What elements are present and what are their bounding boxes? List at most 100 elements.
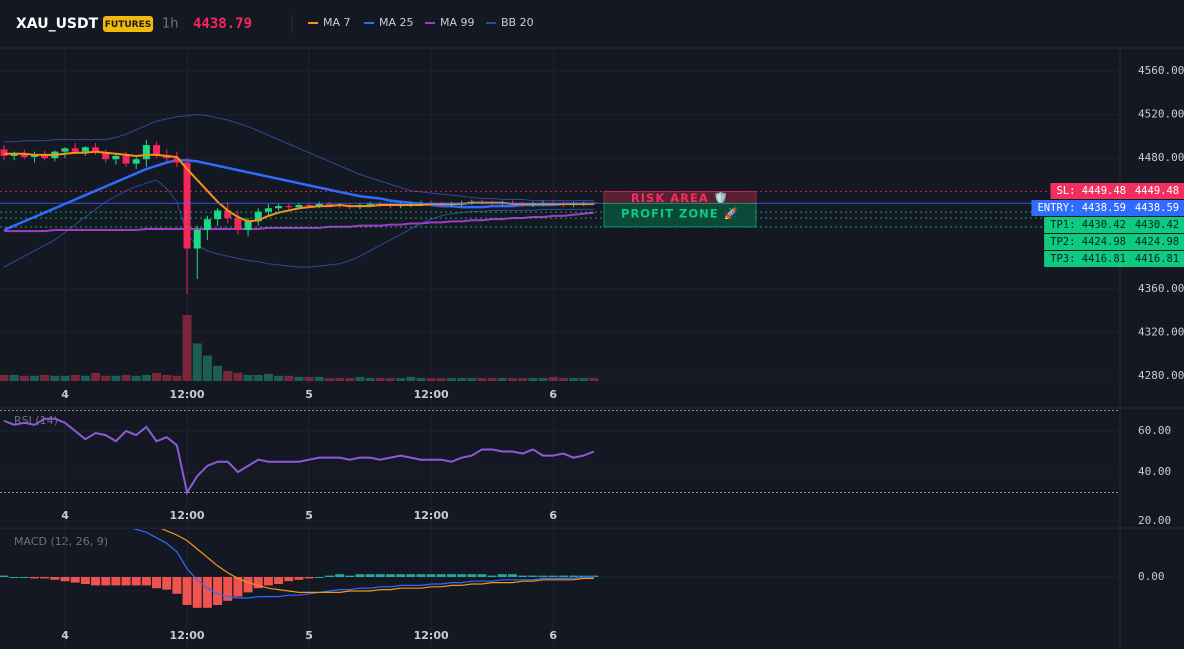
x-tick-label: 5 xyxy=(305,509,313,522)
volume-bar xyxy=(406,376,416,381)
x-tick-label: 12:00 xyxy=(414,388,449,401)
y-tick-label: 4320.00 xyxy=(1138,325,1184,338)
volume-bar xyxy=(131,375,141,381)
volume-bar xyxy=(30,375,40,381)
level-label: SL: 4449.48 xyxy=(1056,185,1126,197)
symbol[interactable]: XAU_USDT xyxy=(16,16,99,32)
volume-bar xyxy=(365,377,375,381)
macd-macd-line xyxy=(132,529,594,599)
macd-histogram-bar xyxy=(457,574,467,577)
candle-body xyxy=(366,203,374,205)
macd-histogram-bar xyxy=(70,577,80,583)
macd-label: MACD (12, 26, 9) xyxy=(14,535,108,548)
candle-body xyxy=(132,159,140,164)
zone-box xyxy=(603,202,757,228)
macd-histogram-bar xyxy=(375,574,385,577)
volume-bar xyxy=(50,375,60,381)
macd-histogram-bar xyxy=(111,577,121,586)
candle-body xyxy=(325,203,333,205)
volume-bar xyxy=(111,375,121,381)
pane xyxy=(0,529,599,608)
level-value: 4430.42 xyxy=(1135,219,1179,231)
macd-histogram-bar xyxy=(569,575,579,577)
x-tick-label: 6 xyxy=(549,509,557,522)
line-series xyxy=(3,159,594,232)
zone-label: PROFIT ZONE 🚀 xyxy=(621,207,739,221)
macd-histogram-bar xyxy=(518,575,528,577)
x-tick-label: 12:00 xyxy=(414,509,449,522)
candle-body xyxy=(153,145,161,155)
y-tick-label: 4480.00 xyxy=(1138,151,1184,164)
volume-bar xyxy=(457,377,467,381)
level-value: 4449.48 xyxy=(1135,185,1179,197)
macd-histogram-bar xyxy=(50,577,60,580)
candle-body xyxy=(92,147,100,153)
candle-body xyxy=(234,218,242,231)
legend-entry: MA 99 xyxy=(440,16,475,29)
macd-histogram-bar xyxy=(324,575,334,577)
volume-bar xyxy=(284,375,294,381)
macd-histogram-bar xyxy=(9,577,19,578)
volume-bar xyxy=(375,377,385,381)
level-value: 4424.98 xyxy=(1135,236,1179,248)
volume-bar xyxy=(497,377,507,381)
candle-body xyxy=(264,208,272,212)
macd-histogram-bar xyxy=(396,574,406,577)
legend-entry: BB 20 xyxy=(501,16,534,29)
level-label-bg xyxy=(1044,234,1130,250)
candle-body xyxy=(61,148,69,152)
interval[interactable]: 1h xyxy=(162,17,179,32)
volume-bar xyxy=(518,377,528,381)
level-value-bg xyxy=(1130,217,1184,233)
volume-bar xyxy=(80,375,90,381)
macd-histogram-bar xyxy=(446,574,456,577)
volume-bar xyxy=(70,374,80,381)
candle-body xyxy=(224,210,232,219)
y-tick-label: 20.00 xyxy=(1138,514,1171,527)
macd-histogram-bar xyxy=(467,574,477,577)
y-tick-label: 60.00 xyxy=(1138,424,1171,437)
line-series xyxy=(4,211,594,233)
volume-bar xyxy=(294,376,304,381)
candle-body xyxy=(315,203,323,207)
candle-body xyxy=(71,148,79,152)
level-label-bg xyxy=(1050,183,1130,199)
level-value: 4416.81 xyxy=(1135,253,1179,265)
volume-bar xyxy=(152,372,162,381)
volume-bar xyxy=(385,377,395,381)
candle-body xyxy=(275,206,283,209)
volume-bar xyxy=(253,374,263,381)
volume-bar xyxy=(426,377,436,381)
volume-bar xyxy=(508,377,517,381)
macd-histogram-bar xyxy=(365,574,375,577)
y-tick-label: 4520.00 xyxy=(1138,108,1184,121)
volume-bar xyxy=(263,373,273,381)
macd-histogram-bar xyxy=(335,574,345,577)
volume-bar xyxy=(558,377,568,381)
macd-histogram-bar xyxy=(487,575,497,577)
x-tick-label: 5 xyxy=(305,388,313,401)
macd-histogram-bar xyxy=(213,577,223,605)
macd-histogram-bar xyxy=(345,575,355,577)
volume-bar xyxy=(213,365,223,381)
volume-bar xyxy=(569,377,579,381)
volume-bar xyxy=(101,375,111,381)
x-tick-label: 4 xyxy=(61,629,69,642)
macd-histogram-bar xyxy=(477,574,487,577)
candle-body xyxy=(20,153,28,158)
macd-histogram-bar xyxy=(406,574,416,577)
volume-bar xyxy=(121,374,131,381)
candle-body xyxy=(305,204,313,207)
macd-histogram-bar xyxy=(355,574,365,577)
y-tick-label: 4560.00 xyxy=(1138,64,1184,77)
macd-signal-line xyxy=(160,529,594,594)
x-tick-label: 4 xyxy=(61,388,69,401)
level-label: ENTRY: 4438.59 xyxy=(1037,202,1126,214)
macd-histogram-bar xyxy=(19,577,29,578)
y-tick-label: 0.00 xyxy=(1138,570,1165,583)
macd-histogram-bar xyxy=(192,577,202,608)
macd-histogram-bar xyxy=(243,577,253,593)
macd-histogram-bar xyxy=(60,577,70,582)
zone-label: RISK AREA 🛡️ xyxy=(631,191,729,205)
